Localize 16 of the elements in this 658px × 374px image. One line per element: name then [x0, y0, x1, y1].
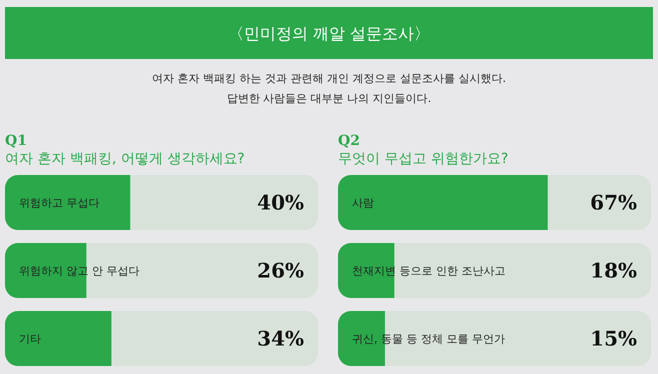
y-tick-label: 기타 [19, 332, 41, 346]
data-label: 34% [257, 326, 304, 350]
chart-title: Q2 [338, 133, 360, 149]
text: 여자 혼자 백패킹 하는 것과 관련해 개인 계정으로 설문조사를 실시했다. [152, 72, 506, 85]
y-tick-label: 사람 [352, 196, 374, 210]
data-label: 67% [590, 190, 637, 214]
chart-title: Q1 [5, 133, 27, 149]
data-label: 15% [590, 326, 637, 350]
chart-subtitle: 여자 혼자 백패킹, 어떻게 생각하세요? [5, 151, 245, 167]
data-label: 40% [257, 190, 304, 214]
data-label: 26% [257, 258, 304, 282]
chart-subtitle: 무엇이 무섭고 위험한가요? [338, 151, 508, 167]
text: 답변한 사람들은 대부분 나의 지인들이다. [226, 92, 432, 105]
y-tick-label: 위험하고 무섭다 [19, 196, 100, 210]
text: 〈민미정의 깨알 설문조사〉 [228, 24, 430, 43]
data-label: 18% [590, 258, 637, 282]
